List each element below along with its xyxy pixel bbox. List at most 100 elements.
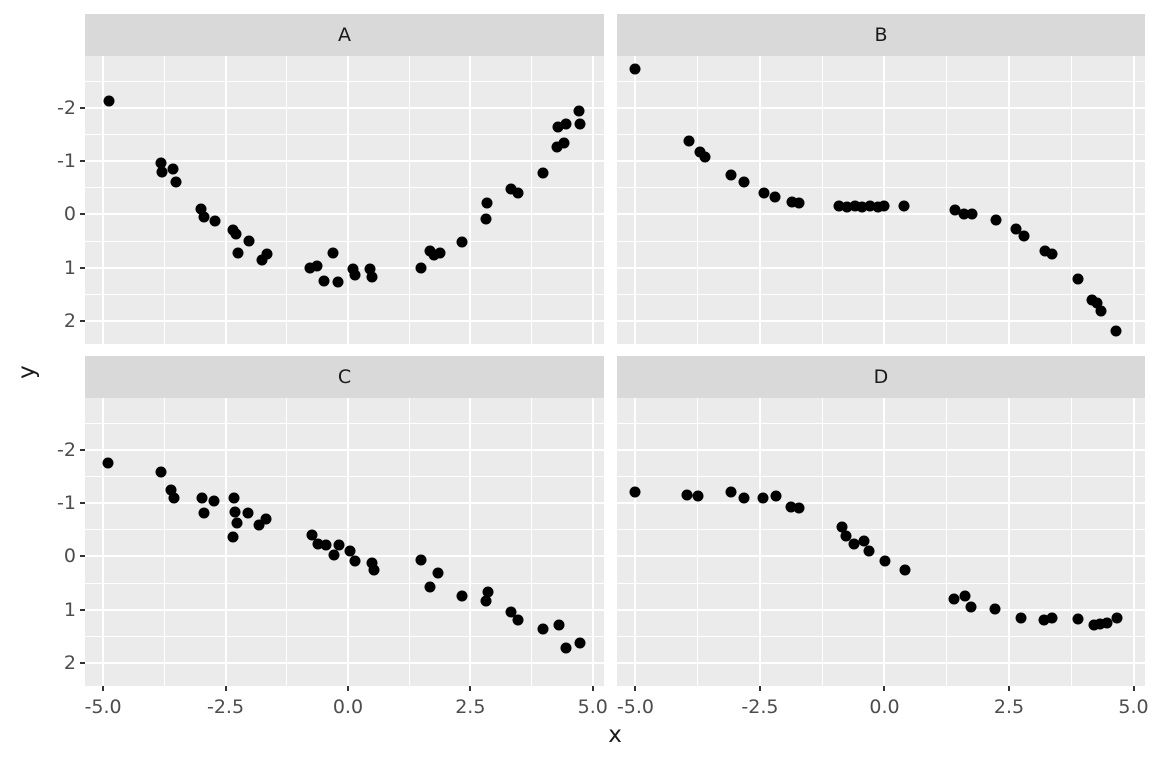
y-gridline-major — [617, 320, 1145, 323]
data-point — [306, 529, 318, 541]
data-point — [155, 157, 167, 169]
y-gridline-minor — [617, 80, 1145, 82]
x-gridline-minor — [408, 398, 410, 686]
data-point — [692, 490, 704, 502]
x-gridline-minor — [1070, 398, 1072, 686]
x-gridline-major — [634, 398, 637, 686]
data-point — [320, 539, 332, 551]
data-point — [253, 519, 265, 531]
x-tick-label: 5.0 — [1118, 696, 1149, 718]
data-point — [1110, 325, 1122, 337]
x-gridline-minor — [946, 56, 948, 344]
x-gridline-major — [883, 56, 886, 344]
data-point — [1018, 230, 1030, 242]
x-tick-label: 5.0 — [577, 696, 608, 718]
x-gridline-minor — [286, 56, 288, 344]
data-point — [899, 564, 911, 576]
y-tick-mark — [80, 160, 85, 163]
data-point — [553, 619, 565, 631]
data-point — [242, 507, 254, 519]
data-point — [948, 593, 960, 605]
y-tick-label: -1 — [57, 492, 76, 515]
x-gridline-major — [469, 56, 472, 344]
x-gridline-major — [591, 56, 594, 344]
x-gridline-minor — [946, 398, 948, 686]
y-gridline-minor — [85, 133, 604, 135]
facet-strip-b: B — [617, 14, 1145, 56]
data-point — [841, 201, 853, 213]
y-axis-title: y — [14, 365, 40, 379]
data-point — [840, 530, 852, 542]
data-point — [872, 201, 883, 213]
x-gridline-major — [634, 56, 637, 344]
y-tick-mark — [80, 106, 85, 109]
data-point — [432, 567, 444, 579]
facet-label-c: C — [337, 366, 352, 388]
x-tick-mark — [634, 686, 637, 691]
x-tick-label: -5.0 — [616, 696, 654, 718]
x-gridline-minor — [163, 56, 165, 344]
facet-panel-d — [617, 398, 1145, 686]
y-gridline-minor — [617, 240, 1145, 242]
y-gridline-major — [85, 266, 604, 269]
y-gridline-minor — [617, 133, 1145, 135]
y-gridline-major — [617, 160, 1145, 163]
x-gridline-major — [758, 398, 761, 686]
x-tick-label: -2.5 — [741, 696, 779, 718]
y-gridline-major — [85, 555, 604, 558]
data-point — [699, 151, 711, 163]
x-gridline-major — [1132, 398, 1135, 686]
data-point — [856, 201, 868, 213]
data-point — [256, 254, 268, 266]
data-point — [1111, 612, 1123, 624]
data-point — [574, 637, 586, 649]
data-point — [1088, 619, 1100, 631]
data-point — [103, 95, 114, 107]
facet-strip-d: D — [617, 356, 1145, 398]
data-point — [725, 169, 737, 181]
data-point — [770, 490, 782, 502]
y-gridline-major — [617, 662, 1145, 665]
x-tick-mark — [883, 686, 886, 691]
data-point — [1101, 617, 1113, 629]
data-point — [1095, 305, 1107, 317]
x-gridline-major — [224, 398, 227, 686]
data-point — [208, 495, 220, 507]
data-point — [368, 564, 380, 576]
data-point — [949, 204, 961, 216]
x-tick-label: 0.0 — [332, 696, 364, 718]
facet-panel-c — [85, 398, 604, 686]
data-point — [243, 235, 255, 247]
facet-label-b: B — [874, 24, 888, 46]
data-point — [1010, 223, 1022, 235]
x-tick-label: 2.5 — [455, 696, 486, 718]
x-gridline-minor — [697, 398, 699, 686]
x-gridline-minor — [531, 398, 533, 686]
data-point — [232, 247, 244, 259]
data-point — [537, 167, 549, 179]
y-gridline-minor — [617, 422, 1145, 424]
data-point — [769, 191, 781, 203]
data-point — [836, 521, 848, 533]
data-point — [849, 200, 861, 212]
data-point — [1046, 248, 1058, 260]
data-point — [482, 586, 494, 598]
data-point — [757, 492, 769, 504]
data-point — [1072, 273, 1084, 285]
data-point — [415, 554, 427, 566]
data-point — [311, 260, 323, 272]
data-point — [863, 545, 875, 557]
x-tick-mark — [1132, 686, 1135, 691]
data-point — [959, 590, 971, 602]
data-point — [898, 200, 910, 212]
data-point — [1038, 614, 1050, 626]
data-point — [1046, 612, 1058, 624]
data-point — [1094, 618, 1106, 630]
data-point — [167, 163, 179, 175]
y-gridline-major — [85, 320, 604, 323]
x-axis-title: x — [608, 722, 622, 748]
facet-panel-b — [617, 56, 1145, 344]
data-point — [1015, 612, 1027, 624]
data-point — [165, 484, 177, 496]
y-tick-label: -2 — [57, 96, 76, 119]
